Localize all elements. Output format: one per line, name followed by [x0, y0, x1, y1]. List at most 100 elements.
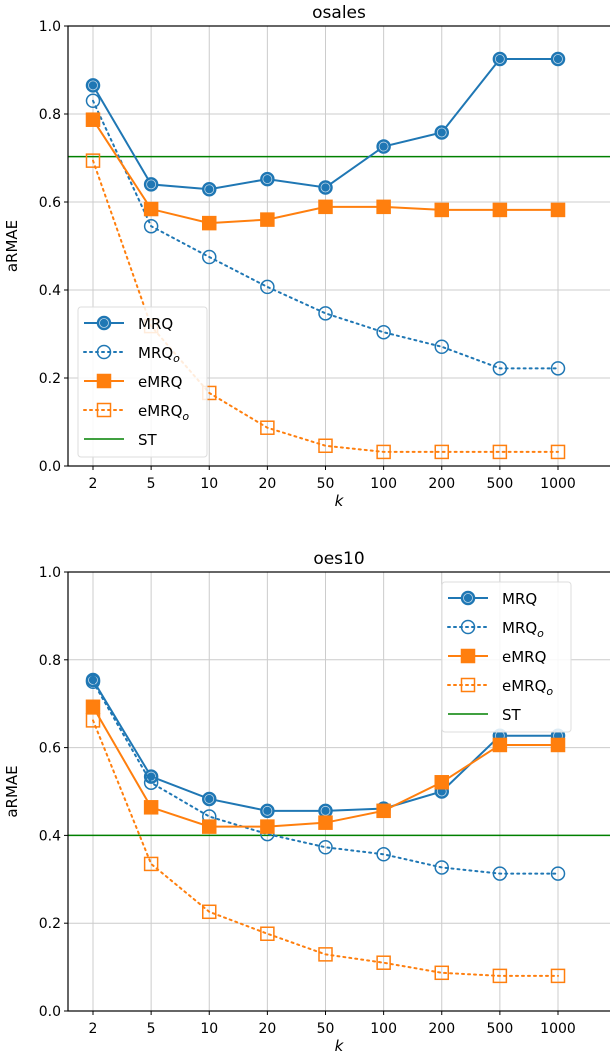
- data-point-ring: [320, 805, 331, 816]
- data-point: [434, 444, 449, 460]
- y-tick-label: 1.0: [39, 565, 61, 581]
- legend-label: MRQo: [138, 344, 180, 365]
- data-point: [85, 112, 101, 127]
- data-point: [550, 866, 566, 881]
- y-tick-label: 1.0: [39, 19, 61, 35]
- data-point-ring: [378, 141, 389, 152]
- x-tick-label: 20: [258, 476, 276, 492]
- legend-marker: [96, 373, 112, 389]
- data-point: [202, 819, 217, 834]
- axes-frame: [67, 571, 610, 1012]
- y-tick-label: 0.0: [39, 1004, 61, 1020]
- data-point: [202, 249, 217, 265]
- legend-label: MRQ: [138, 315, 173, 333]
- data-point: [492, 737, 508, 753]
- legend-label-name: eMRQ: [138, 373, 182, 391]
- data-point-ring: [262, 174, 273, 185]
- data-point: [376, 803, 391, 819]
- legend-label-name: MRQ: [502, 619, 537, 637]
- data-point: [260, 279, 275, 295]
- data-point: [434, 202, 449, 218]
- legend-label-subscript: o: [173, 352, 180, 365]
- series-emrq-o: [85, 713, 566, 984]
- legend-label: MRQo: [502, 619, 544, 640]
- data-point-ring: [320, 182, 331, 193]
- y-tick-label: 0.8: [39, 107, 61, 123]
- x-tick-label: 10: [200, 476, 218, 492]
- data-point: [260, 212, 275, 227]
- legend-marker-ring: [463, 593, 473, 603]
- x-tick-label: 2: [89, 476, 98, 492]
- data-point: [202, 215, 217, 231]
- legend-entry: MRQ: [448, 590, 537, 608]
- legend-marker: [96, 402, 112, 418]
- legend-marker: [96, 344, 112, 360]
- x-tick-label: 50: [317, 1021, 335, 1037]
- data-point: [376, 324, 391, 340]
- legend-label-subscript: o: [546, 685, 553, 698]
- data-point: [550, 968, 566, 984]
- data-point: [143, 856, 159, 872]
- data-point: [85, 93, 101, 109]
- legend-label: eMRQ: [138, 373, 182, 391]
- data-point-ring: [88, 80, 98, 91]
- x-tick-label: 1000: [540, 476, 576, 492]
- data-point: [550, 444, 566, 460]
- legend-label: eMRQ: [502, 648, 546, 666]
- legend-label: eMRQo: [138, 402, 189, 423]
- x-axis-label: k: [335, 1037, 345, 1055]
- y-tick-label: 0.8: [39, 653, 61, 669]
- x-tick-label: 100: [370, 1021, 397, 1037]
- data-point: [434, 860, 449, 875]
- legend-marker: [460, 619, 476, 635]
- data-point: [434, 339, 449, 355]
- series-mrq: [85, 51, 566, 197]
- legend-label-name: eMRQ: [138, 402, 182, 420]
- data-point: [376, 847, 391, 862]
- y-tick-label: 0.2: [39, 916, 61, 932]
- legend-entry: ST: [448, 706, 522, 724]
- chart-panel-1: 0.0 0.2 0.4 0.6 0.8 1.0 2 5 10 20 50 100 200 500 1000 o…: [3, 3, 610, 510]
- y-tick-label: 0.2: [39, 371, 61, 387]
- legend-label: MRQ: [502, 590, 537, 608]
- y-tick-label: 0.4: [39, 283, 61, 299]
- data-point: [492, 361, 508, 376]
- data-point: [318, 815, 333, 830]
- data-point-ring: [262, 805, 273, 816]
- data-point: [550, 361, 566, 376]
- legend-entry: eMRQo: [83, 402, 189, 423]
- legend-marker: [460, 648, 476, 664]
- data-point: [550, 202, 566, 218]
- series-line: [92, 680, 559, 875]
- y-tick-label: 0.4: [39, 828, 61, 844]
- legend-label-name: MRQ: [138, 344, 173, 362]
- series-emrq: [85, 699, 566, 834]
- series-emrq: [85, 112, 566, 231]
- legend-label-name: eMRQ: [502, 677, 546, 695]
- data-point: [85, 674, 101, 689]
- data-point-ring: [146, 179, 157, 190]
- legend-label: eMRQo: [502, 677, 553, 698]
- legend-box: [441, 581, 572, 733]
- y-axis-label: aRMAE: [3, 220, 21, 272]
- data-point: [492, 968, 508, 984]
- data-point: [318, 438, 333, 454]
- data-point-ring: [436, 127, 447, 138]
- series-mrq-o: [85, 674, 566, 881]
- data-point: [318, 947, 333, 962]
- data-point: [550, 737, 566, 753]
- data-point: [202, 904, 217, 920]
- legend-label-subscript: o: [537, 627, 544, 640]
- legend-label: ST: [138, 431, 158, 449]
- data-point: [143, 218, 159, 234]
- data-point: [143, 775, 159, 790]
- x-axis-label: k: [335, 492, 345, 510]
- legend-box: [77, 306, 208, 458]
- data-point: [492, 866, 508, 881]
- legend-entry: MRQ: [84, 315, 173, 333]
- legend-entry: eMRQ: [448, 648, 546, 666]
- data-point: [376, 444, 391, 460]
- series-line: [92, 719, 559, 977]
- data-point: [492, 202, 508, 218]
